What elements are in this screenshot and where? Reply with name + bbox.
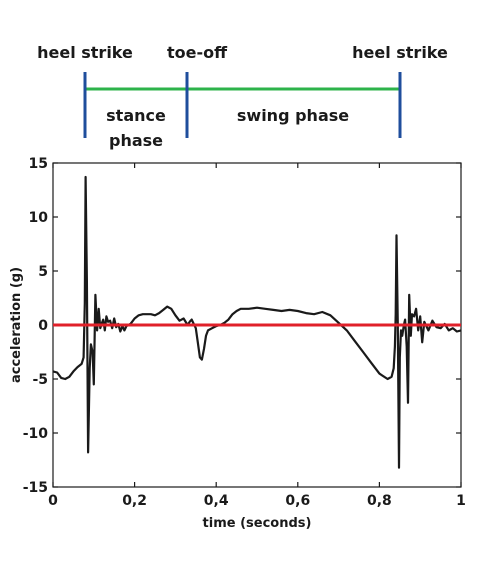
y-axis-title: acceleration (g) — [9, 267, 24, 383]
x-tick-label: 1 — [456, 493, 466, 509]
acceleration-series-line — [52, 175, 462, 469]
y-tick-label: 0 — [38, 318, 48, 334]
y-tick-label: 10 — [29, 210, 49, 226]
series-layer — [52, 175, 462, 469]
x-ticks: 0 0,2 0,4 0,6 0,8 1 — [48, 163, 466, 509]
x-axis-title: time (seconds) — [203, 516, 312, 531]
swing-phase-label: swing phase — [237, 106, 349, 125]
x-tick-label: 0,4 — [204, 493, 229, 509]
toe-off-label: toe-off — [167, 43, 228, 62]
heel-strike-label-2: heel strike — [352, 43, 448, 62]
y-ticks: 15 10 5 0 -5 -10 -15 — [23, 156, 461, 496]
y-tick-label: 5 — [38, 264, 48, 280]
y-tick-label: 15 — [29, 156, 48, 172]
y-tick-label: -15 — [23, 480, 48, 496]
x-tick-label: 0,2 — [122, 493, 147, 509]
x-tick-label: 0 — [48, 493, 58, 509]
x-tick-label: 0,8 — [367, 493, 392, 509]
x-tick-label: 0,6 — [285, 493, 310, 509]
stance-phase-label-line2: phase — [109, 131, 163, 150]
y-tick-label: -10 — [23, 426, 49, 442]
chart: 0 0,2 0,4 0,6 0,8 1 15 10 5 0 -5 -10 -15 time (seco… — [9, 156, 466, 531]
heel-strike-label-1: heel strike — [37, 43, 133, 62]
y-tick-label: -5 — [32, 372, 48, 388]
stance-phase-label-line1: stance — [106, 106, 166, 125]
phase-annotation: heel strike toe-off heel strike stance p… — [37, 43, 448, 150]
